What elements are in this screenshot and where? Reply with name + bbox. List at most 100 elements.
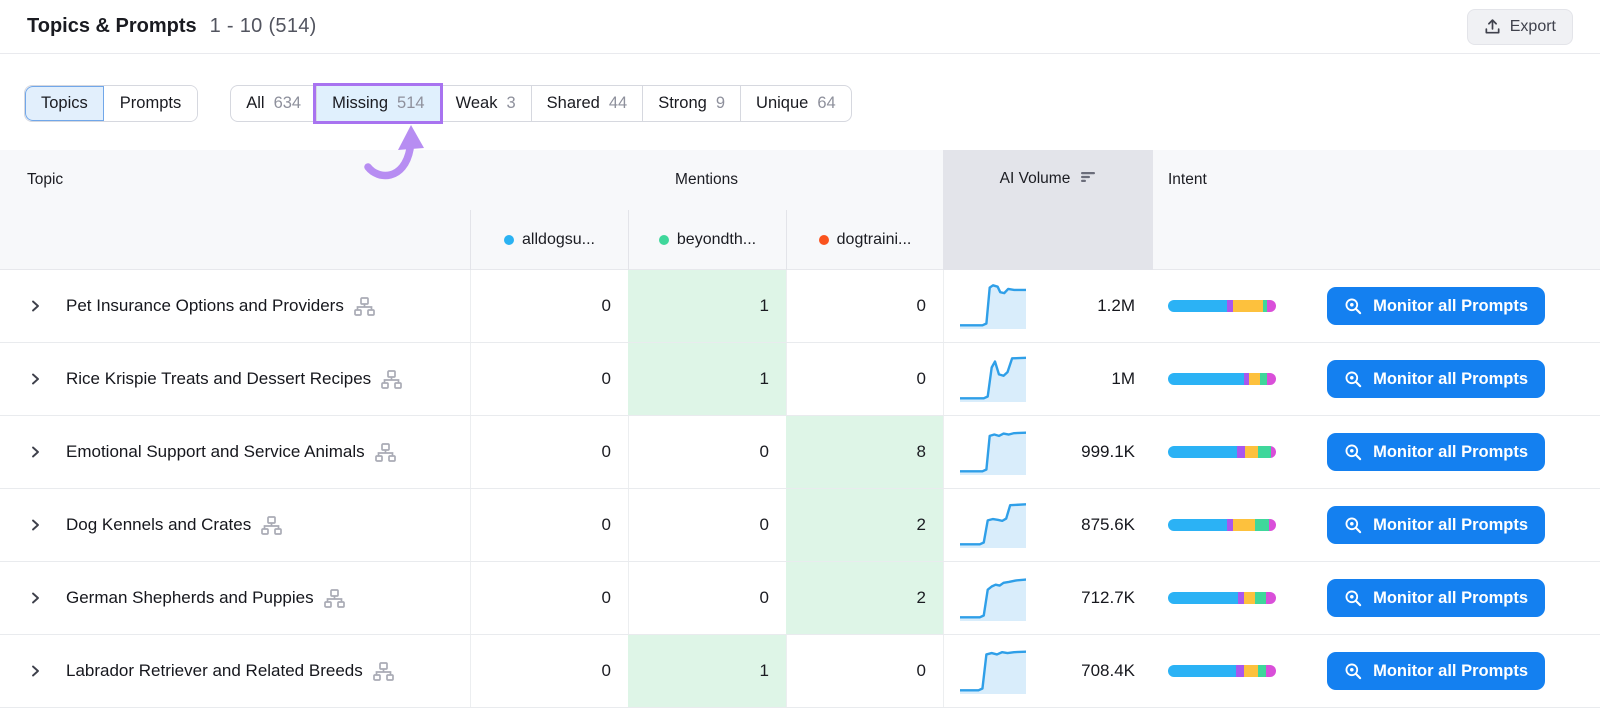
- intent-cell: [1153, 343, 1300, 415]
- monitor-button-label: Monitor all Prompts: [1373, 588, 1528, 607]
- mentions-cell: 0: [470, 343, 628, 415]
- mentions-cell: 1: [628, 270, 786, 342]
- action-cell: Monitor all Prompts: [1300, 343, 1600, 415]
- mentions-cell: 0: [470, 562, 628, 634]
- intent-segment: [1266, 665, 1276, 677]
- domain-name: alldogsu...: [522, 231, 595, 248]
- toggle-topics[interactable]: Topics: [25, 86, 104, 121]
- expand-chevron-icon[interactable]: [27, 444, 43, 460]
- mentions-value: 1: [759, 661, 769, 680]
- topic-name[interactable]: Dog Kennels and Crates: [66, 515, 252, 534]
- monitor-all-prompts-button[interactable]: Monitor all Prompts: [1327, 652, 1545, 690]
- pagination-range: 1 - 10 (514): [209, 15, 317, 37]
- mention-filter-group: All 634 Missing 514 Weak 3 Shared 44 Strong …: [230, 83, 852, 124]
- intent-cell: [1153, 416, 1300, 488]
- filter-count: 64: [817, 94, 836, 112]
- sitemap-icon[interactable]: [353, 296, 375, 316]
- monitor-all-prompts-button[interactable]: Monitor all Prompts: [1327, 579, 1545, 617]
- intent-segment: [1168, 446, 1238, 458]
- monitor-all-prompts-button[interactable]: Monitor all Prompts: [1327, 360, 1545, 398]
- topic-cell: Labrador Retriever and Related Breeds: [0, 635, 470, 707]
- sitemap-icon[interactable]: [261, 515, 283, 535]
- mentions-cell: 0: [786, 270, 943, 342]
- intent-segment: [1237, 446, 1245, 458]
- table-row: Pet Insurance Options and Providers 0 1 …: [0, 270, 1600, 343]
- sitemap-icon[interactable]: [374, 442, 396, 462]
- filter-tab-strong[interactable]: Strong 9: [642, 86, 740, 121]
- filter-tab-weak[interactable]: Weak 3: [439, 86, 531, 121]
- mentions-value: 0: [601, 442, 611, 461]
- magnifier-icon: [1344, 662, 1363, 681]
- monitor-button-label: Monitor all Prompts: [1373, 442, 1528, 461]
- filter-count: 44: [608, 94, 628, 112]
- intent-segment: [1269, 519, 1276, 531]
- filter-tab-missing[interactable]: Missing 514: [313, 83, 443, 124]
- mentions-value: 0: [601, 661, 611, 680]
- intent-segment: [1257, 446, 1271, 458]
- intent-distribution-bar[interactable]: [1168, 592, 1276, 604]
- sort-descending-icon: [1080, 170, 1096, 188]
- intent-segment: [1248, 373, 1260, 385]
- filter-tab-all[interactable]: All 634: [231, 86, 316, 121]
- mentions-cell: 0: [628, 489, 786, 561]
- sitemap-icon[interactable]: [381, 369, 403, 389]
- topic-name[interactable]: Pet Insurance Options and Providers: [66, 296, 344, 315]
- page-title: Topics & Prompts: [27, 15, 197, 37]
- topic-name[interactable]: Rice Krispie Treats and Dessert Recipes: [66, 369, 372, 388]
- intent-segment: [1267, 373, 1276, 385]
- sitemap-icon[interactable]: [323, 588, 345, 608]
- monitor-all-prompts-button[interactable]: Monitor all Prompts: [1327, 506, 1545, 544]
- intent-distribution-bar[interactable]: [1168, 446, 1276, 458]
- expand-chevron-icon[interactable]: [27, 590, 43, 606]
- monitor-all-prompts-button[interactable]: Monitor all Prompts: [1327, 433, 1545, 471]
- mentions-value: 1: [759, 296, 769, 315]
- magnifier-icon: [1344, 297, 1363, 316]
- monitor-button-label: Monitor all Prompts: [1373, 296, 1528, 315]
- ai-volume-value: 1M: [1111, 369, 1135, 388]
- mentions-value: 0: [601, 369, 611, 388]
- ai-volume-value: 708.4K: [1081, 661, 1135, 680]
- competitor-header-3[interactable]: dogtraini...: [786, 210, 943, 270]
- mentions-cell: 0: [786, 343, 943, 415]
- mentions-value: 0: [601, 296, 611, 315]
- topic-name[interactable]: Labrador Retriever and Related Breeds: [66, 661, 363, 680]
- table-row: Rice Krispie Treats and Dessert Recipes …: [0, 343, 1600, 416]
- monitor-all-prompts-button[interactable]: Monitor all Prompts: [1327, 287, 1545, 325]
- toggle-prompts[interactable]: Prompts: [103, 86, 198, 121]
- topic-cell: Rice Krispie Treats and Dessert Recipes: [0, 343, 470, 415]
- topic-name[interactable]: German Shepherds and Puppies: [66, 588, 314, 607]
- sitemap-icon[interactable]: [372, 661, 394, 681]
- ai-volume-cell: 875.6K: [943, 489, 1153, 561]
- expand-chevron-icon[interactable]: [27, 663, 43, 679]
- mentions-value: 1: [759, 369, 769, 388]
- intent-cell: [1153, 562, 1300, 634]
- table-header: Topic Mentions AI Volume Intent alldogsu…: [0, 150, 1600, 270]
- export-button[interactable]: Export: [1466, 8, 1573, 45]
- competitor-header-2[interactable]: beyondth...: [628, 210, 786, 270]
- action-cell: Monitor all Prompts: [1300, 635, 1600, 707]
- topic-name[interactable]: Emotional Support and Service Animals: [66, 442, 365, 461]
- mentions-cell: 0: [628, 416, 786, 488]
- action-cell: Monitor all Prompts: [1300, 489, 1600, 561]
- intent-distribution-bar[interactable]: [1168, 373, 1276, 385]
- filter-tab-shared[interactable]: Shared 44: [530, 86, 643, 121]
- expand-chevron-icon[interactable]: [27, 371, 43, 387]
- mentions-value: 0: [601, 515, 611, 534]
- filter-tab-unique[interactable]: Unique 64: [740, 86, 851, 121]
- column-header-intent: Intent: [1168, 171, 1207, 188]
- mentions-cell: 0: [628, 562, 786, 634]
- intent-distribution-bar[interactable]: [1168, 665, 1276, 677]
- intent-segment: [1168, 519, 1228, 531]
- action-cell: Monitor all Prompts: [1300, 562, 1600, 634]
- action-cell: Monitor all Prompts: [1300, 416, 1600, 488]
- topic-cell: German Shepherds and Puppies: [0, 562, 470, 634]
- table-row: Dog Kennels and Crates 0 0 2 875.6K Moni…: [0, 489, 1600, 562]
- competitor-header-1[interactable]: alldogsu...: [470, 210, 628, 270]
- column-header-ai-volume[interactable]: AI Volume: [943, 150, 1153, 270]
- intent-distribution-bar[interactable]: [1168, 300, 1276, 312]
- expand-chevron-icon[interactable]: [27, 298, 43, 314]
- intent-distribution-bar[interactable]: [1168, 519, 1276, 531]
- expand-chevron-icon[interactable]: [27, 517, 43, 533]
- mentions-cell: 0: [470, 416, 628, 488]
